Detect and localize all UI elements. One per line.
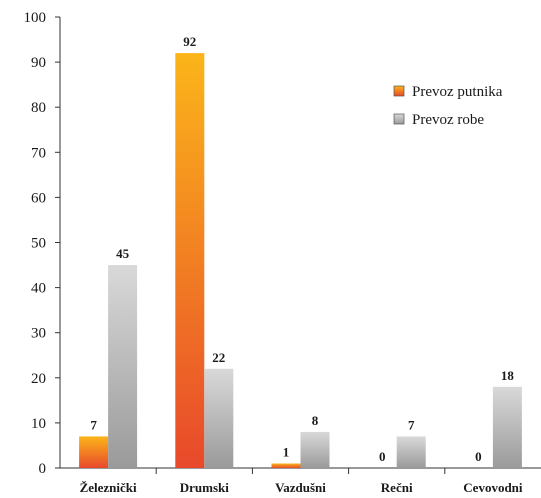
data-label: 18 — [501, 368, 515, 383]
data-label: 22 — [212, 350, 225, 365]
data-label: 7 — [408, 417, 415, 432]
bar-robe — [108, 265, 138, 468]
data-label: 0 — [475, 449, 482, 464]
y-tick-label: 40 — [31, 281, 46, 297]
bar-robe — [492, 386, 522, 468]
x-tick-label: Drumski — [180, 480, 230, 495]
legend-label: Prevoz robe — [412, 112, 484, 128]
data-label: 7 — [90, 417, 97, 432]
data-label: 0 — [379, 449, 386, 464]
x-tick-label: Vazdušni — [275, 480, 326, 495]
bar-putnika — [79, 436, 109, 468]
bar-robe — [300, 431, 330, 468]
data-label: 45 — [116, 246, 130, 261]
y-tick-label: 90 — [31, 55, 46, 71]
legend: Prevoz putnika Prevoz robe — [393, 84, 503, 128]
x-tick-label: Rečni — [381, 480, 413, 495]
y-tick-label: 70 — [31, 145, 46, 161]
bar-putnika — [175, 53, 205, 469]
y-tick-label: 50 — [31, 236, 46, 252]
data-label: 1 — [283, 444, 290, 459]
x-tick-label: Železnički — [80, 480, 137, 495]
legend-swatch — [393, 85, 405, 97]
y-tick-label: 60 — [31, 190, 46, 206]
legend-label: Prevoz putnika — [412, 84, 503, 100]
y-tick-label: 20 — [31, 371, 46, 387]
y-tick-label: 30 — [31, 326, 46, 342]
x-tick-label: Cevovodni — [463, 480, 523, 495]
bar-robe — [396, 436, 426, 468]
legend-swatch — [393, 113, 405, 125]
data-label: 8 — [312, 413, 319, 428]
y-tick-label: 100 — [24, 10, 47, 26]
bar-putnika — [271, 463, 301, 468]
y-tick-label: 0 — [39, 461, 47, 477]
y-tick-label: 10 — [31, 416, 46, 432]
data-label: 92 — [183, 34, 196, 49]
bar-robe — [204, 368, 234, 468]
y-tick-label: 80 — [31, 100, 46, 116]
